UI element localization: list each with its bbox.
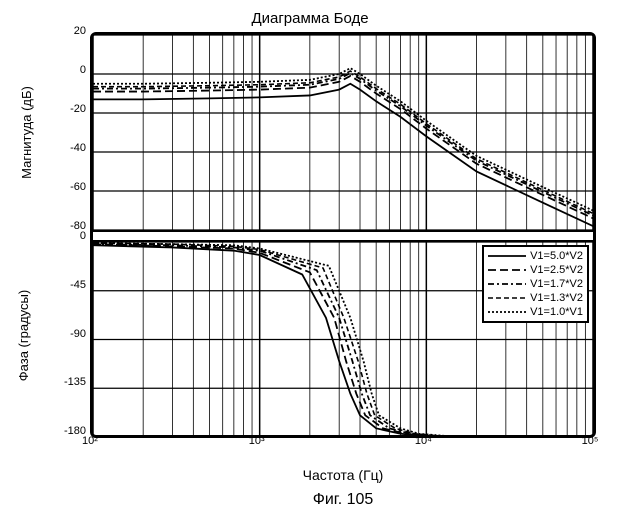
- chart-area: V1=5.0*V2 V1=2.5*V2 V1=1.7*V2 V1=1.3*V2 V1=1…: [90, 32, 596, 438]
- figure-caption: Фиг. 105: [93, 491, 593, 509]
- x-axis-label: Частота (Гц): [93, 467, 593, 483]
- magnitude-ylabel: Магнитуда (дБ): [19, 86, 34, 179]
- magnitude-panel: [93, 35, 593, 232]
- legend-label: V1=1.0*V1: [530, 306, 583, 318]
- ytick-label: -60: [60, 181, 86, 193]
- ytick-label: 0: [54, 230, 86, 242]
- ytick-label: 20: [60, 25, 86, 37]
- ytick-label: -90: [54, 328, 86, 340]
- legend-label: V1=1.7*V2: [530, 278, 583, 290]
- xtick-label: 10⁵: [572, 435, 608, 447]
- legend-label: V1=2.5*V2: [530, 264, 583, 276]
- ytick-label: -135: [54, 376, 86, 388]
- legend-row: V1=1.0*V1: [488, 305, 583, 319]
- legend-row: V1=1.7*V2: [488, 277, 583, 291]
- ytick-label: -20: [60, 103, 86, 115]
- legend-row: V1=2.5*V2: [488, 263, 583, 277]
- legend: V1=5.0*V2 V1=2.5*V2 V1=1.7*V2 V1=1.3*V2 V1=1…: [482, 245, 589, 323]
- ytick-label: -45: [54, 279, 86, 291]
- xtick-label: 10⁴: [405, 435, 441, 447]
- phase-ylabel: Фаза (градусы): [16, 290, 31, 381]
- chart-title: Диаграмма Боде: [10, 10, 610, 27]
- bode-figure: Диаграмма Боде V1=5.0*V2 V1=2.5*V2 V1=1.7*…: [10, 10, 610, 490]
- magnitude-plot: [93, 35, 593, 230]
- xtick-label: 10²: [72, 435, 108, 447]
- ytick-label: 0: [60, 64, 86, 76]
- legend-row: V1=5.0*V2: [488, 249, 583, 263]
- legend-row: V1=1.3*V2: [488, 291, 583, 305]
- xtick-label: 10³: [239, 435, 275, 447]
- legend-label: V1=1.3*V2: [530, 292, 583, 304]
- ytick-label: -40: [60, 142, 86, 154]
- legend-label: V1=5.0*V2: [530, 250, 583, 262]
